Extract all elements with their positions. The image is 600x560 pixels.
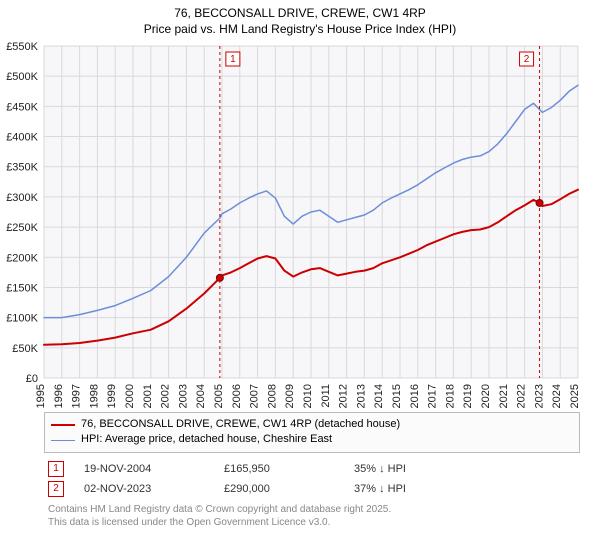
sale-delta: 37% ↓ HPI	[354, 483, 406, 495]
sale-marker: 2	[48, 481, 64, 497]
x-tick-label: 2003	[177, 384, 189, 408]
x-tick-label: 1999	[106, 384, 118, 408]
x-tick-label: 2009	[284, 384, 296, 408]
x-tick-label: 2016	[409, 384, 421, 408]
title-subtitle: Price paid vs. HM Land Registry's House …	[0, 22, 600, 38]
price-chart: £0£50K£100K£150K£200K£250K£300K£350K£400…	[44, 42, 584, 408]
marker-num-2: 2	[524, 54, 530, 65]
x-tick-label: 2023	[533, 384, 545, 408]
sale-row: 1 19-NOV-2004 £165,950 35% ↓ HPI	[44, 459, 580, 479]
x-tick-label: 2002	[160, 384, 172, 408]
price-paid-dot-2	[536, 199, 543, 206]
legend-swatch	[51, 440, 75, 441]
y-tick-label: £150K	[6, 282, 38, 294]
x-tick-label: 2001	[142, 384, 154, 408]
x-tick-label: 2012	[338, 384, 350, 408]
y-tick-label: £200K	[6, 252, 38, 264]
sale-delta: 35% ↓ HPI	[354, 463, 406, 475]
x-tick-label: 2020	[480, 384, 492, 408]
title-address: 76, BECCONSALL DRIVE, CREWE, CW1 4RP	[0, 6, 600, 22]
x-tick-label: 2019	[462, 384, 474, 408]
x-tick-label: 2017	[427, 384, 439, 408]
y-tick-label: £350K	[6, 162, 38, 174]
legend-label: 76, BECCONSALL DRIVE, CREWE, CW1 4RP (de…	[81, 417, 400, 432]
legend-label: HPI: Average price, detached house, Ches…	[81, 432, 332, 447]
price-paid-dot-1	[216, 274, 223, 281]
x-tick-label: 2010	[302, 384, 314, 408]
legend: 76, BECCONSALL DRIVE, CREWE, CW1 4RP (de…	[44, 412, 580, 453]
x-tick-label: 2004	[195, 384, 207, 408]
x-tick-label: 1998	[88, 384, 100, 408]
sale-date: 02-NOV-2023	[84, 483, 204, 495]
y-tick-label: £500K	[6, 71, 38, 83]
x-tick-label: 2014	[373, 384, 385, 408]
y-tick-label: £50K	[12, 343, 38, 355]
x-tick-label: 2018	[444, 384, 456, 408]
chart-container: 76, BECCONSALL DRIVE, CREWE, CW1 4RP Pri…	[0, 0, 600, 560]
marker-num-1: 1	[230, 54, 236, 65]
footer-line2: This data is licensed under the Open Gov…	[48, 516, 576, 529]
x-tick-label: 1995	[35, 384, 47, 408]
title-block: 76, BECCONSALL DRIVE, CREWE, CW1 4RP Pri…	[0, 0, 600, 37]
footer-line1: Contains HM Land Registry data © Crown c…	[48, 503, 576, 516]
x-tick-label: 2015	[391, 384, 403, 408]
legend-and-sales: 76, BECCONSALL DRIVE, CREWE, CW1 4RP (de…	[44, 412, 580, 529]
x-tick-label: 2000	[124, 384, 136, 408]
sales-table: 1 19-NOV-2004 £165,950 35% ↓ HPI 2 02-NOV-202…	[44, 459, 580, 499]
x-tick-label: 2024	[551, 384, 563, 408]
footer-note: Contains HM Land Registry data © Crown c…	[44, 503, 580, 529]
x-tick-label: 2025	[569, 384, 581, 408]
y-tick-label: £100K	[6, 313, 38, 325]
sale-marker: 1	[48, 461, 64, 477]
y-tick-label: £0	[26, 373, 38, 385]
x-tick-label: 2005	[213, 384, 225, 408]
x-tick-label: 2011	[320, 384, 332, 408]
legend-row-property: 76, BECCONSALL DRIVE, CREWE, CW1 4RP (de…	[51, 417, 573, 432]
legend-row-hpi: HPI: Average price, detached house, Ches…	[51, 432, 573, 447]
x-tick-label: 2021	[498, 384, 510, 408]
y-tick-label: £250K	[6, 222, 38, 234]
x-tick-label: 2006	[231, 384, 243, 408]
x-tick-label: 2013	[355, 384, 367, 408]
sale-date: 19-NOV-2004	[84, 463, 204, 475]
x-tick-label: 1997	[71, 384, 83, 408]
legend-swatch	[51, 424, 75, 426]
y-tick-label: £550K	[6, 41, 38, 53]
sale-price: £165,950	[224, 463, 334, 475]
sale-price: £290,000	[224, 483, 334, 495]
x-tick-label: 2007	[249, 384, 261, 408]
x-tick-label: 2008	[266, 384, 278, 408]
x-tick-label: 1996	[53, 384, 65, 408]
sale-row: 2 02-NOV-2023 £290,000 37% ↓ HPI	[44, 479, 580, 499]
y-tick-label: £400K	[6, 132, 38, 144]
x-tick-label: 2022	[516, 384, 528, 408]
y-tick-label: £300K	[6, 192, 38, 204]
y-tick-label: £450K	[6, 101, 38, 113]
